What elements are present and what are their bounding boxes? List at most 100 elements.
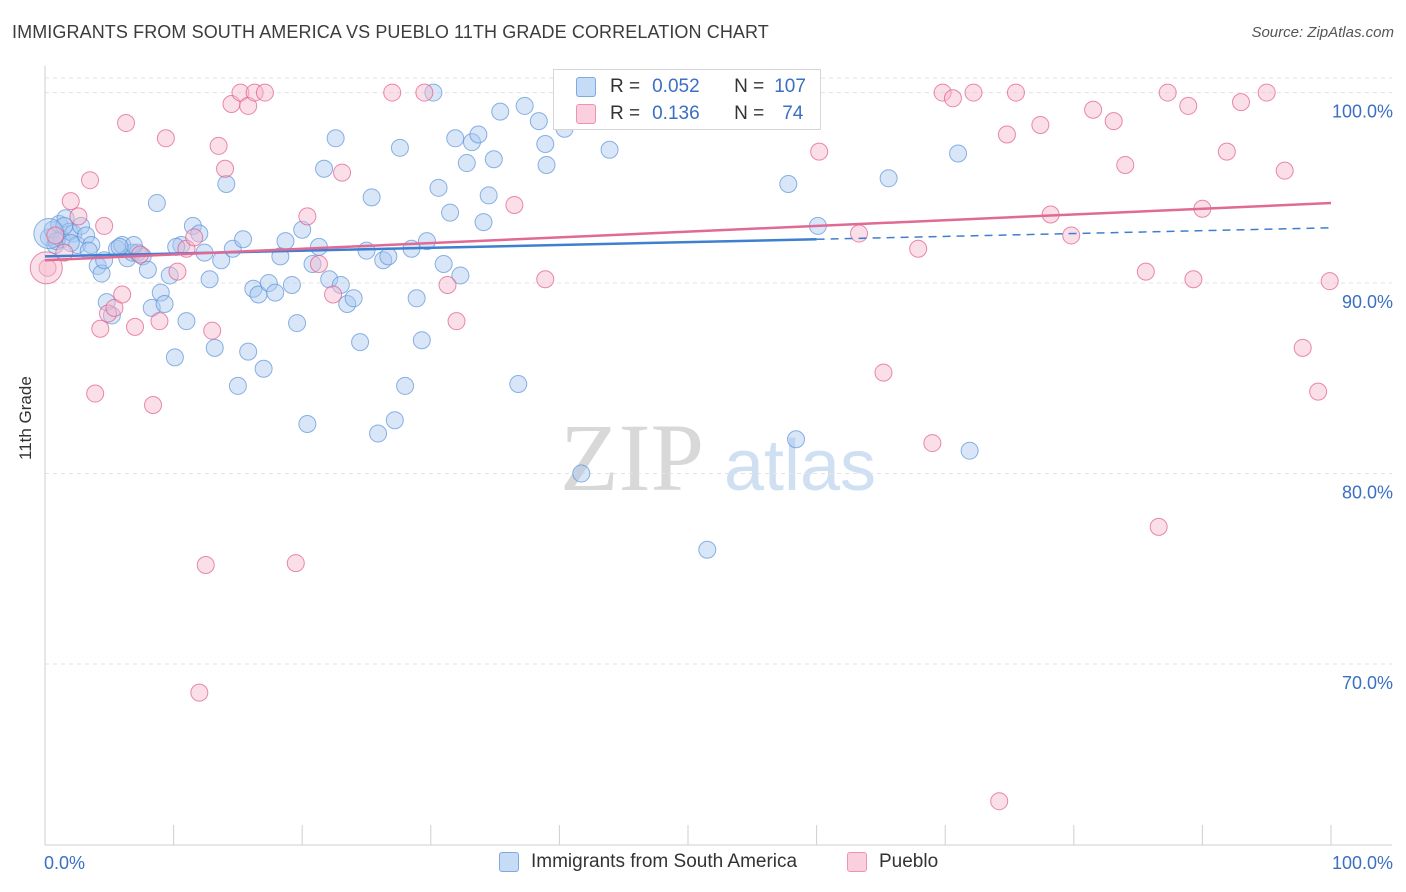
immigrants-point [412,331,431,350]
pueblo-point [105,298,124,317]
pueblo-point [69,207,88,226]
immigrants-point [183,216,202,235]
immigrants-point [61,234,80,253]
immigrants-point [572,464,591,483]
legend-n-label: N = [734,103,765,124]
pueblo-point [1217,142,1236,161]
pueblo-point [997,125,1016,144]
chart-title: IMMIGRANTS FROM SOUTH AMERICA VS PUEBLO … [12,22,769,42]
pueblo-point [117,114,136,133]
series-legend: Immigrants from South America Pueblo [0,851,1406,877]
pueblo-point [1116,155,1135,174]
immigrants-point [441,203,460,222]
immigrants-point [293,220,312,239]
y-tick-label: 70.0% [1342,673,1393,693]
immigrants-point [165,348,184,367]
immigrants-point [469,125,488,144]
immigrants-point [92,264,111,283]
immigrants-point [429,178,448,197]
pueblo-point [1158,83,1177,102]
immigrants-point [362,188,381,207]
pueblo-point [990,792,1009,811]
legend-label: Pueblo [879,851,939,872]
pueblo-point [505,195,524,214]
legend-item-pueblo[interactable]: Pueblo [847,851,938,873]
y-tick-label: 100.0% [1332,102,1393,122]
immigrants-point [259,274,278,293]
immigrants-point [234,230,253,249]
pueblo-point [255,83,274,102]
pueblo-point [909,239,928,258]
immigrants-point [479,186,498,205]
pueblo-point [810,142,829,161]
pueblo-point [1309,382,1328,401]
grid-lines [45,77,1392,665]
watermark-atlas: atlas [724,426,876,506]
pueblo-point [286,554,305,573]
immigrants-point [698,540,717,559]
pueblo-point [216,159,235,178]
x-tick-label-min: 0.0% [44,853,85,873]
pueblo-point [1149,517,1168,536]
immigrants-point [254,359,273,378]
legend-swatch-blue [576,77,596,97]
immigrants-point [446,129,465,148]
immigrants-point [424,83,443,102]
immigrants-point [266,283,285,302]
pueblo-point [168,262,187,281]
immigrants-point [217,175,236,194]
legend-r-value: 0.052 [652,76,700,97]
pueblo-point [1062,226,1081,245]
immigrants-trend-extension [816,227,1332,240]
legend-n-label: N = [734,76,765,97]
pueblo-point [86,384,105,403]
pueblo-point [1231,93,1250,112]
immigrants-point [484,150,503,169]
legend-n-value: 74 [782,103,804,124]
axes [44,66,1392,846]
pueblo-point [874,363,893,382]
immigrants-point [276,232,295,251]
pueblo-point [1104,112,1123,131]
immigrants-point [151,283,170,302]
immigrants-point [205,338,224,357]
legend-n-value: 107 [774,76,806,97]
pueblo-point [1136,262,1155,281]
trend-lines [44,201,1332,262]
immigrants-point [509,375,528,394]
pueblo-point [1184,270,1203,289]
legend-row-immigrants: R = 0.052 N = 107 [576,75,806,99]
immigrants-point [155,295,174,314]
immigrants-point [491,102,510,121]
x-tick-label-max: 100.0% [1332,853,1393,873]
pueblo-point [1257,83,1276,102]
immigrants-point [457,154,476,173]
immigrants-point [298,415,317,434]
immigrants-point [787,430,806,449]
series-pueblo-points [29,83,1339,811]
immigrants-point [474,213,493,232]
pueblo-point [324,285,343,304]
y-tick-label: 90.0% [1342,292,1393,312]
immigrants-point [949,144,968,163]
immigrants-point [282,275,301,294]
legend-r-label: R = [610,103,641,124]
immigrants-point [177,312,196,331]
pueblo-point [383,83,402,102]
pueblo-point [81,171,100,190]
pueblo-point [1293,338,1312,357]
pueblo-point [126,317,145,336]
pueblo-point [61,192,80,211]
legend-item-immigrants[interactable]: Immigrants from South America [499,851,797,873]
immigrants-point [138,260,157,279]
immigrants-point [303,255,322,274]
immigrants-point [417,232,436,251]
correlation-legend: R = 0.052 N = 107 R = 0.136 N = 74 [553,69,821,130]
pueblo-trend-line [44,201,1332,262]
immigrants-point [879,169,898,188]
legend-r-label: R = [610,76,641,97]
pueblo-point [923,434,942,453]
immigrants-point [379,247,398,266]
immigrants-point [147,194,166,213]
